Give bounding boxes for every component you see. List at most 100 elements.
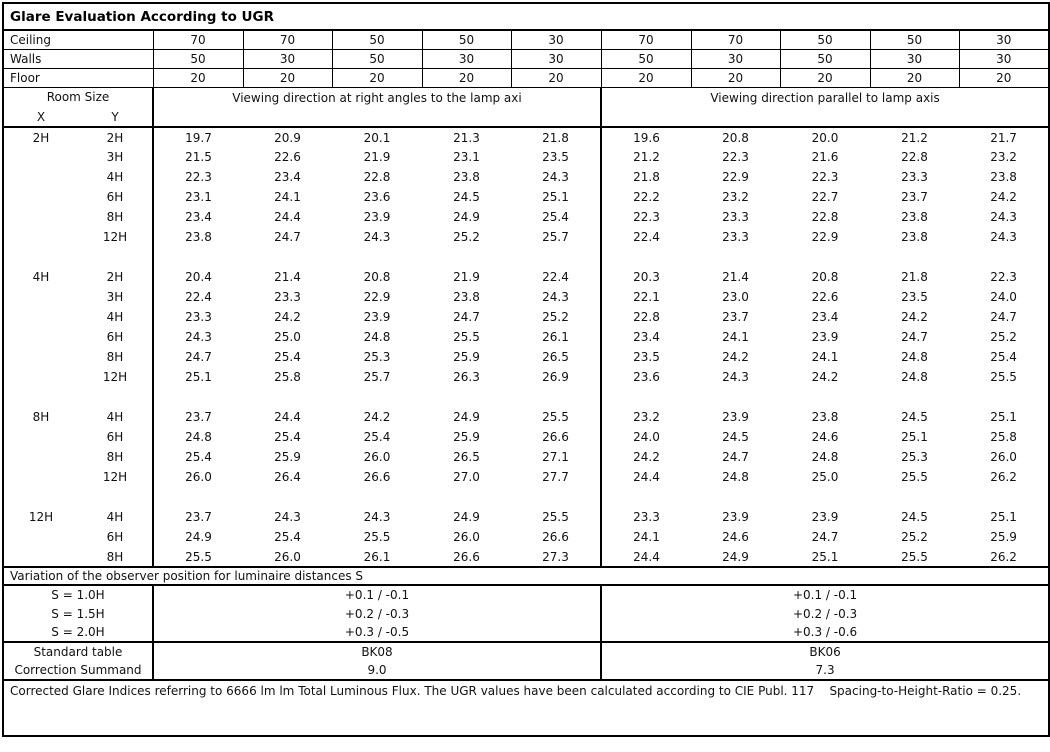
ugr-value: 25.5 [542,510,569,524]
ugr-value: 24.6 [811,430,839,444]
x-column-header: X [3,107,78,128]
surface-value: 20 [869,67,960,88]
ugr-value: 21.3 [453,130,480,145]
spacer-cell [3,247,153,267]
ugr-value: 25.5 [542,410,569,424]
ugr-value: 22.9 [363,290,391,304]
ugr-value: 20.9 [274,130,301,145]
ugr-value: 23.3 [901,170,928,184]
ugr-value: 24.5 [722,430,749,444]
summary-section: Standard table BK08 BK06 Correction Summ… [3,641,1050,680]
variation-row: S = 2.0H +0.3 / -0.5 +0.3 / -0.6 [3,623,1050,642]
ugr-value: 25.3 [901,450,928,464]
surface-value: 50 [779,48,871,69]
spacer-cell [152,247,601,267]
ugr-value: 24.2 [990,190,1017,204]
table-row: 4H 22.3 23.4 22.8 23.8 24.3 21.8 22.9 22.3 23.3 23… [3,167,1049,187]
correction-summand-label: Correction Summand [14,663,142,677]
ugr-value: 24.3 [990,210,1017,224]
room-y-label: 12H [102,370,128,384]
ugr-value: 20.4 [152,267,243,287]
surface-value: 30 [510,48,602,69]
ugr-value: 21.5 [152,147,243,167]
spacer-cell [599,387,1050,407]
ugr-value: 25.4 [152,447,243,467]
ugr-value: 25.5 [990,370,1017,384]
ugr-value: 22.8 [363,170,391,184]
surface-value: 70 [152,29,244,50]
ugr-value: 23.4 [152,207,243,227]
ugr-value: 25.4 [363,430,391,444]
ugr-value: 22.8 [811,210,839,224]
ugr-value: 23.8 [453,170,480,184]
room-x-label [3,147,78,167]
surface-value: 70 [690,29,781,50]
ugr-value: 24.7 [453,310,480,324]
surface-value: 30 [958,29,1050,50]
ugr-value: 24.0 [600,427,691,447]
ugr-value: 22.1 [600,287,691,307]
room-y-label: 6H [106,430,124,444]
correction-summand-right-value: 7.3 [599,661,1050,680]
ugr-value: 23.8 [152,227,243,247]
room-x-label [3,187,78,207]
ugr-value: 23.3 [722,230,749,244]
ugr-value: 24.6 [722,530,749,544]
ugr-value: 26.3 [453,370,480,384]
ugr-value: 24.8 [901,350,928,364]
room-x-label [3,467,78,487]
room-x-label: 2H [32,130,50,145]
ugr-value: 23.4 [600,327,691,347]
ugr-value: 25.5 [901,549,928,564]
room-y-label: 4H [106,170,124,184]
surface-row: Ceiling 70 70 50 50 30 70 70 50 50 30 [2,29,1050,50]
surface-value: 20 [331,67,423,88]
ugr-value: 24.8 [811,450,839,464]
room-y-label: 4H [106,410,124,424]
surface-value: 30 [690,48,781,69]
ugr-value: 24.7 [990,310,1017,324]
surface-value: 50 [331,48,423,69]
ugr-value: 25.5 [901,470,928,484]
ugr-value: 25.1 [990,410,1017,424]
table-row: 12H 26.0 26.4 26.6 27.0 27.7 24.4 24.8 25.0 25.5 2… [3,467,1049,487]
ugr-value: 22.8 [600,307,691,327]
room-x-label [3,347,78,367]
ugr-value: 24.8 [152,427,243,447]
footnote-section: Corrected Glare Indices referring to 666… [3,679,1050,736]
ugr-value: 25.4 [990,350,1017,364]
ugr-value: 21.9 [363,150,391,164]
ugr-value: 24.1 [722,330,749,344]
y-column-header: Y [78,107,153,128]
ugr-value: 21.7 [990,130,1017,145]
surface-value: 20 [152,67,244,88]
ugr-value: 26.6 [363,470,391,484]
ugr-value: 23.5 [600,347,691,367]
surface-value: 50 [869,29,960,50]
ugr-value: 24.3 [542,170,569,184]
ugr-value: 23.2 [722,190,749,204]
ugr-value: 26.9 [542,370,569,384]
ugr-value: 24.7 [274,230,301,244]
table-row: 6H 24.3 25.0 24.8 25.5 26.1 23.4 24.1 23.9 24.7 25… [3,327,1049,347]
ugr-value: 25.9 [453,430,480,444]
ugr-value: 23.2 [990,150,1017,164]
variation-value-right: +0.1 / -0.1 [599,585,1050,604]
table-row: 6H 24.8 25.4 25.4 25.9 26.6 24.0 24.5 24.6 25.1 25… [3,427,1049,447]
standard-table-right-value: BK06 [599,641,1050,661]
ugr-value: 26.2 [990,470,1017,484]
ugr-value: 25.1 [990,510,1017,524]
ugr-value: 23.3 [600,507,691,527]
ugr-value: 23.0 [722,290,749,304]
table-row: 8H 23.4 24.4 23.9 24.9 25.4 22.3 23.3 22.8 23.8 24… [3,207,1049,227]
ugr-value: 24.2 [274,310,301,324]
ugr-value: 23.8 [901,230,928,244]
room-y-label: 12H [102,470,128,484]
ugr-value: 22.3 [722,150,749,164]
surface-row: Walls 50 30 50 30 30 50 30 50 30 30 [2,48,1050,69]
correction-summand-row: Correction Summand 9.0 7.3 [3,661,1050,680]
room-x-label [3,427,78,447]
table-row: 12H 4H 23.7 24.3 24.3 24.9 25.5 23.3 23.9 23.9 24.… [3,507,1049,527]
ugr-value: 25.4 [274,350,301,364]
ugr-value: 24.3 [542,290,569,304]
